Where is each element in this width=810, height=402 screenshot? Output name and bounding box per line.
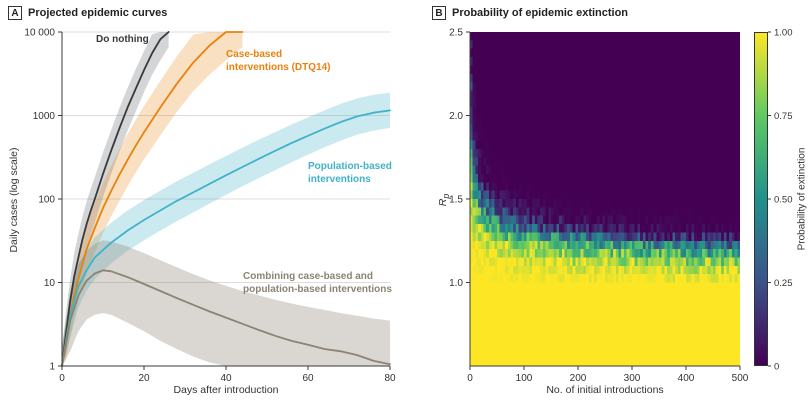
panel-b-x-axis-label: No. of initial introductions — [546, 384, 664, 396]
curve-label-0: Do nothing — [96, 34, 149, 45]
svg-text:20: 20 — [138, 373, 150, 384]
svg-text:1000: 1000 — [33, 111, 56, 122]
axes: 0 20 40 60 80 1 10 100 1000 10 000 — [24, 28, 396, 385]
panel-b-y-axis-label: Rp — [437, 194, 451, 206]
panel-b-key: B — [432, 6, 446, 20]
svg-text:1.5: 1.5 — [449, 195, 463, 206]
svg-text:1.00: 1.00 — [774, 28, 793, 39]
svg-text:10 000: 10 000 — [24, 28, 55, 39]
colorbar — [754, 32, 768, 366]
svg-text:2.0: 2.0 — [449, 111, 463, 122]
panel-b-header: B Probability of epidemic extinction — [432, 6, 628, 20]
epidemic-curves-chart: 0 20 40 60 80 1 10 100 1000 10 000 — [24, 28, 396, 385]
colorbar-ticks: 0 0.25 0.50 0.75 1.00 — [768, 28, 793, 373]
ylabel-main: R — [436, 198, 449, 207]
panel-a-title: Projected epidemic curves — [28, 7, 168, 19]
svg-text:80: 80 — [384, 373, 396, 384]
svg-text:400: 400 — [678, 373, 695, 384]
svg-text:2.5: 2.5 — [449, 28, 463, 39]
svg-text:1: 1 — [49, 362, 55, 373]
svg-text:60: 60 — [302, 373, 314, 384]
confidence-bands — [62, 32, 390, 366]
line-3 — [61, 269, 391, 367]
colorbar-label: Probability of extinction — [796, 147, 808, 251]
curve-label-3: Combining case-based and population-base… — [243, 271, 392, 295]
line-0 — [61, 31, 170, 367]
band-1 — [62, 32, 243, 366]
svg-text:0.25: 0.25 — [774, 278, 793, 289]
svg-text:200: 200 — [570, 373, 587, 384]
curve-label-1: Case-based interventions (DTQ14) — [226, 49, 331, 73]
svg-text:0.75: 0.75 — [774, 111, 793, 122]
curve-label-2: Population-based interventions — [308, 161, 392, 185]
panel-a-x-axis-label: Days after introduction — [173, 384, 279, 396]
line-1 — [61, 31, 244, 367]
band-3 — [62, 240, 390, 366]
svg-text:300: 300 — [624, 373, 641, 384]
panel-a-header: A Projected epidemic curves — [8, 6, 167, 20]
svg-text:0.50: 0.50 — [774, 195, 793, 206]
series-lines — [61, 31, 391, 367]
svg-text:0: 0 — [59, 373, 65, 384]
line-2 — [61, 109, 391, 367]
band-2 — [62, 92, 390, 366]
svg-text:10: 10 — [44, 278, 56, 289]
panel-a-key: A — [8, 6, 22, 20]
ylabel-sub: p — [441, 193, 452, 199]
svg-text:0: 0 — [467, 373, 473, 384]
panel-b-title: Probability of epidemic extinction — [452, 7, 629, 19]
panel-a-y-axis-label: Daily cases (log scale) — [8, 147, 20, 253]
svg-text:1.0: 1.0 — [449, 278, 463, 289]
svg-text:40: 40 — [220, 373, 232, 384]
svg-text:0: 0 — [774, 362, 779, 373]
extinction-heatmap — [470, 32, 740, 366]
svg-text:500: 500 — [732, 373, 749, 384]
svg-text:100: 100 — [38, 195, 55, 206]
panel-a: A Projected epidemic curves 0 20 40 60 80 1 10… — [8, 6, 396, 396]
panel-b: B Probability of epidemic extinction 0 10… — [410, 0, 810, 402]
svg-text:100: 100 — [516, 373, 533, 384]
